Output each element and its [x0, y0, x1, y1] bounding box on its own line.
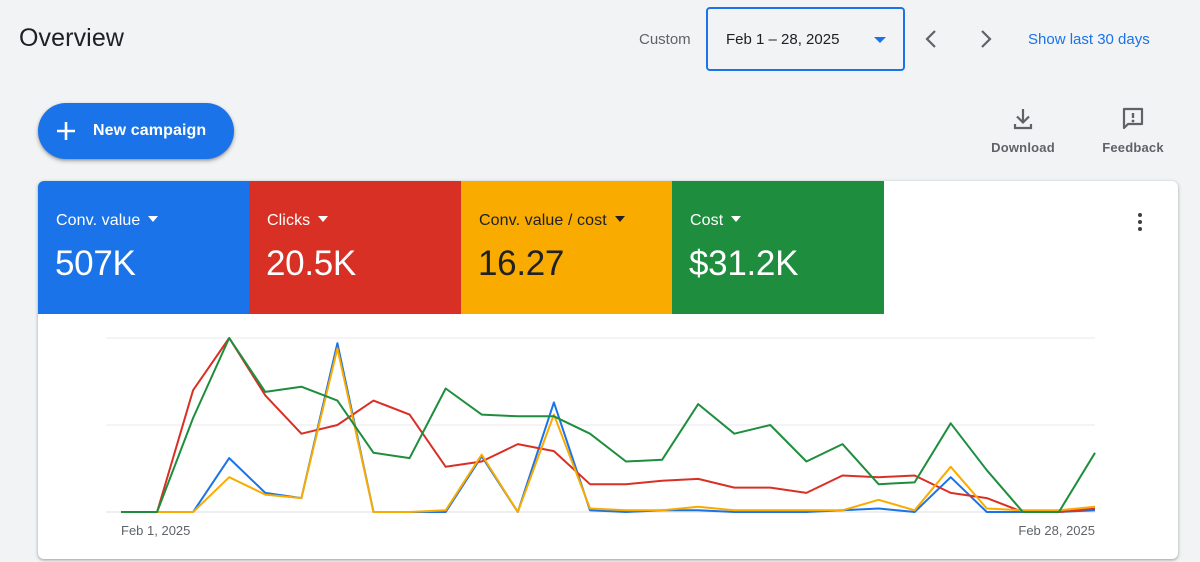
dropdown-caret-icon: [318, 215, 329, 222]
page-title: Overview: [19, 24, 124, 52]
more-vert-icon-dot: [1138, 227, 1142, 231]
plus-icon: [57, 122, 75, 140]
series-line-4: [121, 337, 1096, 513]
chart-series: [121, 337, 1096, 513]
metric-value: 16.27: [478, 244, 565, 283]
performance-card: Conv. value 507K Clicks 20.5K Conv. valu…: [38, 181, 1178, 559]
feedback-label: Feedback: [1102, 140, 1164, 155]
previous-period-button[interactable]: [916, 22, 946, 56]
x-tick-label-last: Feb 28, 2025: [1018, 523, 1095, 538]
date-range-select[interactable]: Feb 1 – 28, 2025: [706, 7, 905, 71]
series-line-2: [121, 337, 1096, 513]
dropdown-caret-icon: [874, 37, 886, 43]
performance-line-chart: Feb 1, 2025 Feb 28, 2025: [106, 337, 1096, 538]
series-line-3: [121, 347, 1096, 513]
metric-label-wrap: Cost: [690, 212, 742, 230]
more-options-button[interactable]: [1130, 209, 1150, 235]
download-icon: [1013, 109, 1033, 130]
dropdown-caret-icon: [731, 215, 742, 222]
metric-cost[interactable]: Cost $31.2K: [672, 181, 884, 314]
download-label: Download: [991, 140, 1055, 155]
date-range-type-label: Custom: [639, 31, 691, 48]
chart-grid: [106, 337, 1095, 513]
metric-value: 20.5K: [266, 244, 356, 283]
more-vert-icon: [1138, 213, 1142, 217]
date-range-value: Feb 1 – 28, 2025: [726, 30, 840, 48]
feedback-button[interactable]: Feedback: [1098, 106, 1168, 155]
metric-label-wrap: Clicks: [267, 212, 329, 230]
new-campaign-label: New campaign: [93, 122, 207, 139]
metric-label-wrap: Conv. value: [56, 212, 159, 230]
next-period-button[interactable]: [971, 22, 1001, 56]
chevron-right-icon: [981, 30, 992, 48]
metric-conv-value-per-cost[interactable]: Conv. value / cost 16.27: [461, 181, 673, 314]
metric-value: $31.2K: [689, 244, 799, 283]
dropdown-caret-icon: [148, 215, 159, 222]
dropdown-caret-icon: [614, 215, 625, 222]
metric-value: 507K: [55, 244, 136, 283]
metric-label: Clicks: [267, 212, 311, 229]
new-campaign-button[interactable]: New campaign: [38, 103, 234, 159]
chevron-left-icon: [925, 30, 936, 48]
show-last-30-days-link[interactable]: Show last 30 days: [1028, 31, 1150, 48]
metric-label-wrap: Conv. value / cost: [479, 212, 625, 230]
metric-label: Cost: [690, 212, 724, 229]
download-button[interactable]: Download: [986, 106, 1060, 155]
metric-clicks[interactable]: Clicks 20.5K: [249, 181, 461, 314]
metric-label: Conv. value / cost: [479, 212, 607, 229]
metric-conv-value[interactable]: Conv. value 507K: [38, 181, 250, 314]
feedback-icon: [1122, 107, 1144, 130]
metric-label: Conv. value: [56, 212, 141, 229]
more-vert-icon-dot: [1138, 220, 1142, 224]
x-tick-label-first: Feb 1, 2025: [121, 523, 190, 538]
